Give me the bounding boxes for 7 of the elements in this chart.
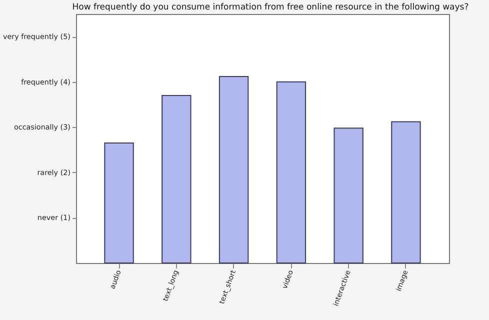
bar (218, 76, 249, 264)
bar (391, 121, 421, 264)
bar (104, 142, 134, 264)
bar (276, 81, 306, 264)
chart-title: How frequently do you consume information from free online resource in the following ways? (72, 2, 469, 12)
bar (334, 128, 364, 264)
bar (162, 94, 192, 264)
